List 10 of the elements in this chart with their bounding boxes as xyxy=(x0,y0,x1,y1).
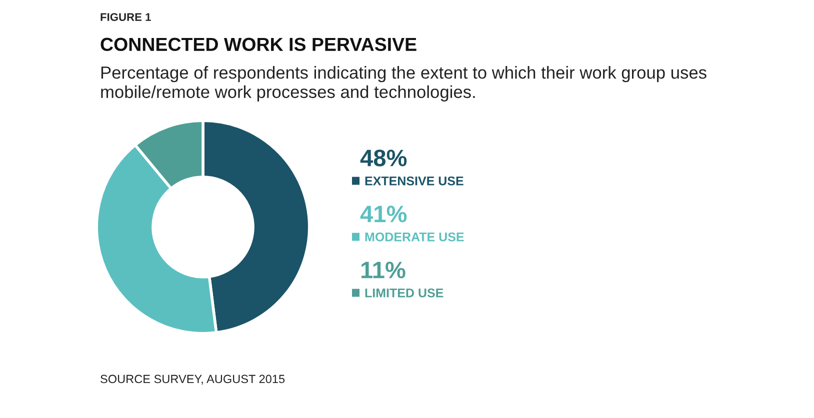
legend-label: MODERATE USE xyxy=(365,232,464,242)
data-label: 41% xyxy=(360,206,407,222)
source-note: SOURCE SURVEY, AUGUST 2015 xyxy=(100,374,285,385)
data-label: 48% xyxy=(360,150,407,166)
chart-subtitle: Percentage of respondents indicating the extent to which their work group uses mobile/remote work processes and technologies. xyxy=(101,66,706,102)
caption: FIGURE 1 xyxy=(100,13,151,21)
chart-title: CONNECTED WORK IS PERVASIVE xyxy=(100,38,416,52)
legend-label: LIMITED USE xyxy=(365,288,444,298)
legend-label: EXTENSIVE USE xyxy=(365,176,464,186)
data-label: 11% xyxy=(361,262,406,278)
